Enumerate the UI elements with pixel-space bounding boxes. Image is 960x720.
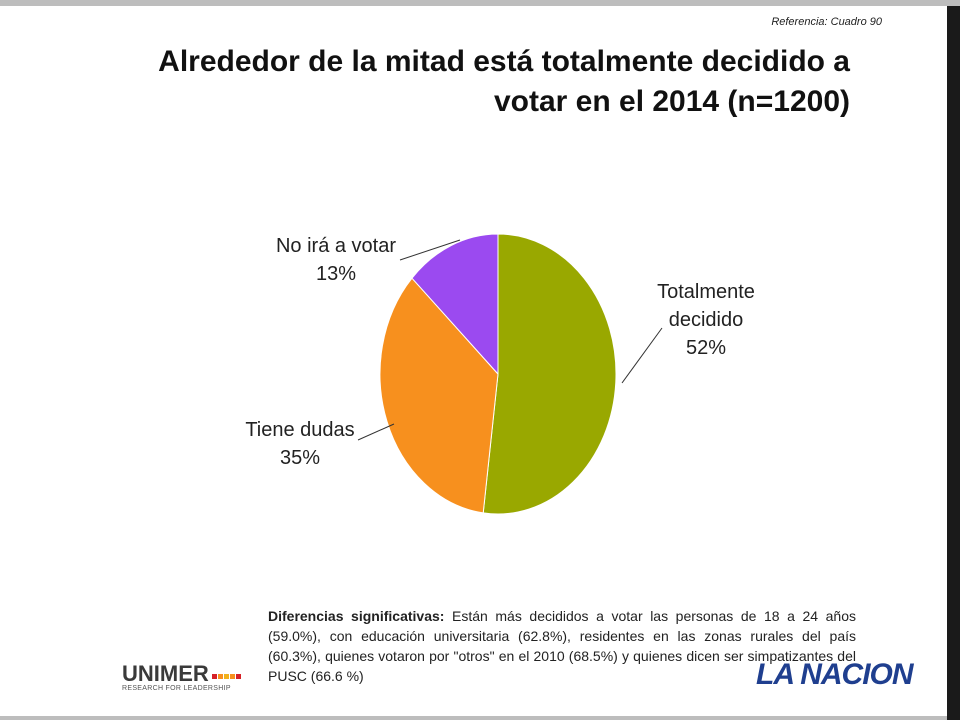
unimer-logo-word: UNIMER	[122, 661, 209, 686]
pie-category-label: Totalmente	[657, 281, 755, 303]
bottom-edge-bar	[0, 716, 947, 720]
unimer-logo-dot	[217, 674, 223, 679]
pie-slice	[411, 233, 499, 376]
pie-slice	[482, 233, 617, 515]
pie-leader-line	[399, 239, 461, 261]
pie-value-label: 35%	[280, 447, 320, 469]
chart-title: Alrededor de la mitad está totalmente de…	[120, 42, 850, 122]
pie-leader-line	[621, 327, 663, 384]
note-lead: Diferencias significativas:	[268, 608, 445, 624]
pie-value-label: 52%	[686, 337, 726, 359]
pie-slices	[379, 233, 617, 515]
pie-value-label: 13%	[316, 263, 356, 285]
pie-category-label: decidido	[669, 309, 744, 331]
chart-title-line-1: Alrededor de la mitad está totalmente de…	[158, 45, 850, 78]
right-edge-bar	[947, 6, 960, 720]
reference-label: Referencia: Cuadro 90	[771, 16, 882, 28]
note-text: Están más decididos a votar las personas…	[268, 608, 856, 684]
pie-category-label: No irá a votar	[276, 235, 396, 257]
significant-differences-note: Diferencias significativas: Están más de…	[268, 606, 856, 686]
pie-leader-lines	[357, 239, 663, 441]
pie-category-label: Tiene dudas	[245, 419, 354, 441]
unimer-logo-tagline: RESEARCH FOR LEADERSHIP	[122, 685, 231, 692]
unimer-logo-dot	[229, 674, 235, 679]
pie-slice	[379, 277, 499, 514]
unimer-logo-dots	[211, 666, 242, 684]
chart-title-line-2: votar en el 2014 (n=1200)	[493, 85, 850, 118]
pie-chart: Totalmente decidido 52% Tiene dudas 35% No ir…	[245, 233, 755, 515]
top-bar	[0, 0, 960, 6]
pie-labels: Totalmente decidido 52% Tiene dudas 35% No ir…	[245, 235, 755, 469]
unimer-logo-dot	[223, 674, 229, 679]
unimer-logo-dot	[211, 674, 217, 679]
unimer-logo-dot	[235, 674, 241, 679]
pie-leader-line	[357, 423, 395, 441]
la-nacion-logo: LA NACION	[756, 658, 914, 691]
unimer-logo: UNIMER RESEARCH FOR LEADERSHIP	[122, 661, 242, 692]
